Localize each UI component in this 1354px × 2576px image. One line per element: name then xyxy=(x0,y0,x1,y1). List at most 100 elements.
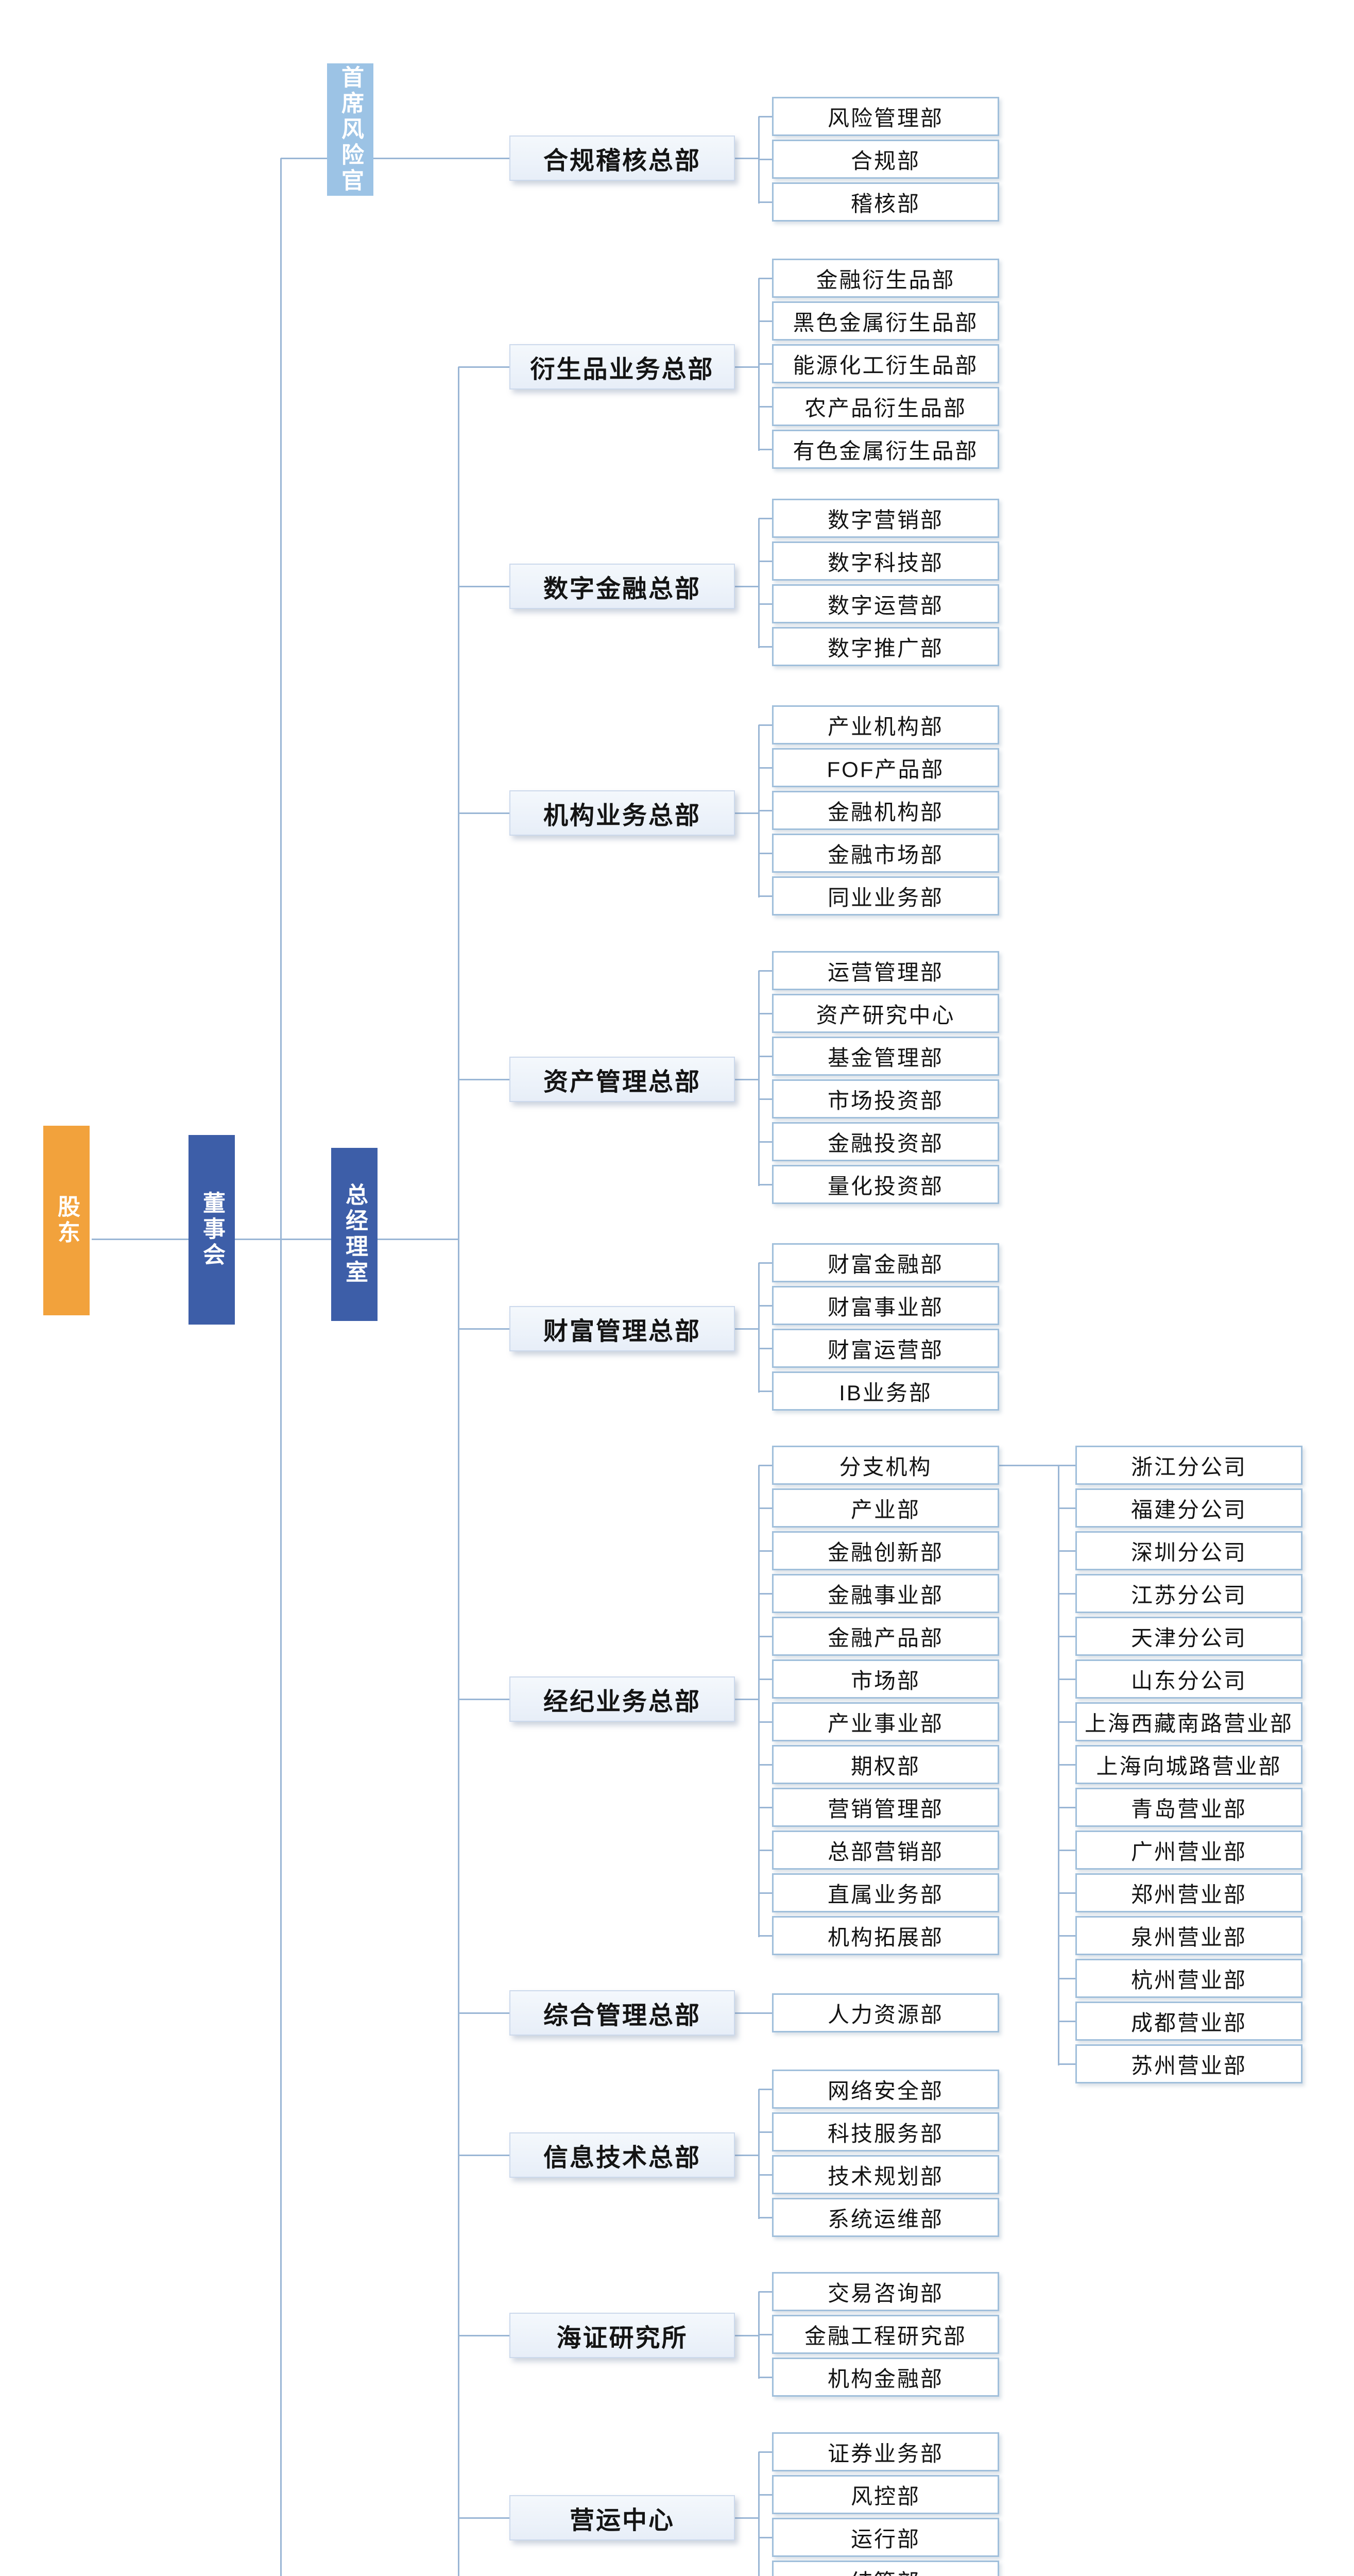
connector-line xyxy=(458,2155,509,2156)
connector-line xyxy=(759,1305,772,1307)
connector-line xyxy=(759,1807,772,1808)
connector-line xyxy=(735,1079,759,1080)
dept-box: FOF产品部 xyxy=(772,748,999,787)
hq-box-wealth: 财富管理总部 xyxy=(509,1306,735,1351)
dept-box: 金融工程研究部 xyxy=(772,2315,999,2354)
connector-line xyxy=(458,2012,509,2014)
connector-line xyxy=(759,159,772,160)
connector-line xyxy=(759,1184,772,1185)
branch-box: 成都营业部 xyxy=(1075,2002,1302,2041)
dept-box: 财富金融部 xyxy=(772,1243,999,1282)
connector-line xyxy=(1058,1593,1075,1595)
connector-line xyxy=(759,1098,772,1100)
connector-line xyxy=(1058,1935,1075,1937)
connector-line xyxy=(759,363,772,365)
hq-box-institutional: 机构业务总部 xyxy=(509,790,735,836)
dept-box: 黑色金属衍生品部 xyxy=(772,301,999,341)
connector-line xyxy=(758,1465,760,1937)
dept-box: 人力资源部 xyxy=(772,1993,999,2032)
dept-box: 期权部 xyxy=(772,1745,999,1784)
branch-box: 上海西藏南路营业部 xyxy=(1075,1702,1302,1741)
branch-box: 浙江分公司 xyxy=(1075,1446,1302,1485)
connector-line xyxy=(735,2155,759,2156)
connector-line xyxy=(759,1056,772,1057)
connector-line xyxy=(758,1263,760,1393)
connector-line xyxy=(1058,2021,1075,2022)
connector-line xyxy=(759,406,772,408)
hq-box-it: 信息技术总部 xyxy=(509,2132,735,2178)
bar-gm-office: 总经理室 xyxy=(331,1148,378,1321)
connector-line xyxy=(759,810,772,811)
connector-line xyxy=(759,1935,772,1937)
connector-line xyxy=(759,1465,772,1466)
connector-line xyxy=(458,1328,509,1330)
connector-line xyxy=(758,971,760,1186)
connector-line xyxy=(759,2131,772,2133)
connector-line xyxy=(759,603,772,605)
dept-box: 产业事业部 xyxy=(772,1702,999,1741)
dept-box: IB业务部 xyxy=(772,1371,999,1411)
connector-line xyxy=(759,1348,772,1349)
dept-box: 财富运营部 xyxy=(772,1329,999,1368)
connector-line xyxy=(759,2494,772,2496)
dept-box: 市场投资部 xyxy=(772,1079,999,1118)
connector-line xyxy=(735,2012,772,2014)
connector-line xyxy=(1058,1978,1075,1979)
connector-line xyxy=(759,1636,772,1637)
branch-box: 福建分公司 xyxy=(1075,1488,1302,1528)
dept-box: 风险管理部 xyxy=(772,97,999,136)
dept-box: 数字运营部 xyxy=(772,584,999,623)
dept-box: 金融创新部 xyxy=(772,1531,999,1570)
connector-line xyxy=(458,2517,509,2519)
connector-line xyxy=(759,1391,772,1392)
connector-line xyxy=(759,1850,772,1851)
connector-line xyxy=(759,2377,772,2378)
dept-box: 能源化工衍生品部 xyxy=(772,344,999,383)
dept-box: 量化投资部 xyxy=(772,1165,999,1204)
connector-line xyxy=(735,2517,759,2519)
connector-line xyxy=(759,1507,772,1509)
dept-box: 系统运维部 xyxy=(772,2198,999,2237)
connector-line xyxy=(759,853,772,854)
hq-box-operations: 营运中心 xyxy=(509,2495,735,2540)
branch-box: 苏州营业部 xyxy=(1075,2044,1302,2083)
branch-box: 深圳分公司 xyxy=(1075,1531,1302,1570)
hq-box-research: 海证研究所 xyxy=(509,2313,735,2358)
branch-box: 青岛营业部 xyxy=(1075,1788,1302,1827)
dept-box: 有色金属衍生品部 xyxy=(772,430,999,469)
dept-box: 运营管理部 xyxy=(772,951,999,990)
dept-box: 风控部 xyxy=(772,2475,999,2514)
branch-box: 郑州营业部 xyxy=(1075,1873,1302,1912)
connector-line xyxy=(759,1679,772,1680)
connector-line xyxy=(1058,1507,1075,1509)
branch-box: 上海向城路营业部 xyxy=(1075,1745,1302,1784)
dept-box: 稽核部 xyxy=(772,182,999,222)
connector-line xyxy=(458,367,459,2576)
connector-line xyxy=(1058,2063,1075,2065)
connector-line xyxy=(735,1699,759,1700)
dept-box: 机构金融部 xyxy=(772,2358,999,2397)
dept-box: 金融产品部 xyxy=(772,1617,999,1656)
connector-line xyxy=(759,1013,772,1014)
bar-shareholders: 股东 xyxy=(43,1126,90,1315)
connector-line xyxy=(759,2089,772,2090)
connector-line xyxy=(1058,1465,1075,1466)
connector-line xyxy=(1058,1636,1075,1637)
connector-line xyxy=(280,158,282,2576)
connector-line xyxy=(759,2451,772,2453)
hq-box-derivatives: 衍生品业务总部 xyxy=(509,344,735,389)
connector-line xyxy=(759,2174,772,2176)
connector-line xyxy=(281,158,509,159)
connector-line xyxy=(759,646,772,648)
dept-box: 财富事业部 xyxy=(772,1286,999,1325)
connector-line xyxy=(1058,1850,1075,1851)
dept-box: 总部营销部 xyxy=(772,1831,999,1870)
hq-box-general: 综合管理总部 xyxy=(509,1990,735,2036)
connector-line xyxy=(735,158,759,159)
connector-line xyxy=(759,561,772,562)
connector-line xyxy=(458,1079,509,1080)
connector-line xyxy=(759,1892,772,1894)
connector-line xyxy=(1058,1764,1075,1766)
dept-box: 金融事业部 xyxy=(772,1574,999,1613)
connector-line xyxy=(759,1721,772,1723)
